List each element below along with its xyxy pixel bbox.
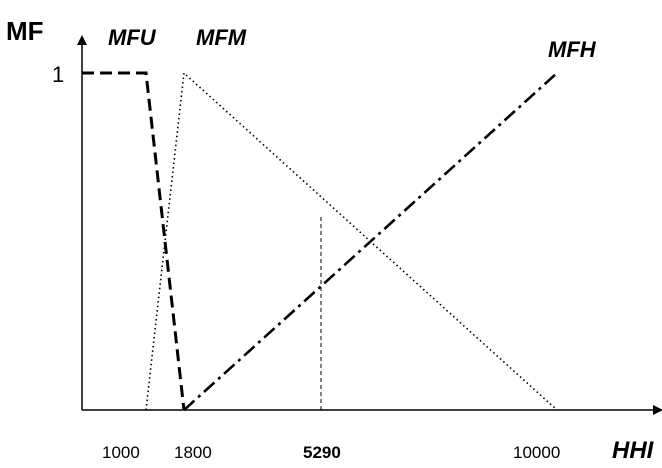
- y-axis-label: MF: [6, 16, 44, 46]
- x-tick-label-1000: 1000: [102, 443, 140, 462]
- series-line-mfm: [145, 71, 558, 411]
- x-axis-label: HHI: [612, 437, 655, 464]
- series-label-mfm: MFM: [196, 25, 247, 50]
- x-tick-label-10000: 10000: [513, 443, 560, 462]
- series-layer: [82, 71, 558, 411]
- series-label-mfu: MFU: [108, 25, 157, 50]
- series-label-mfh: MFH: [548, 37, 597, 62]
- y-tick-label-1: 1: [52, 62, 64, 87]
- series-line-mfh: [183, 72, 558, 411]
- x-tick-label-1800: 1800: [174, 443, 212, 462]
- x-tick-layer: 1000 1800 5290 10000: [102, 443, 560, 462]
- x-tick-label-5290: 5290: [303, 443, 341, 462]
- series-line-mfu: [82, 71, 186, 411]
